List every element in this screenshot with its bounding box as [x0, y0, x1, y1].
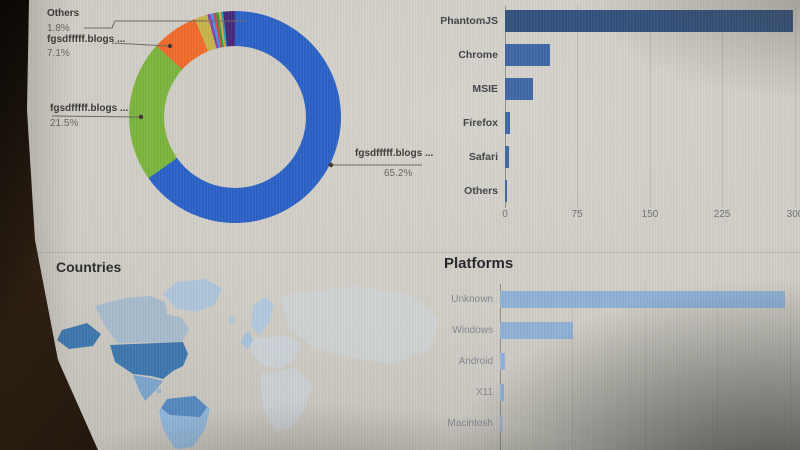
bar-others[interactable]: [505, 180, 507, 202]
map-region-mexico[interactable]: [133, 375, 163, 401]
bar-row-others: Others: [440, 174, 800, 208]
map-region-alaska[interactable]: [57, 323, 101, 349]
slice-pct-referrer-7: 7.1%: [47, 48, 70, 59]
slice-label-referrer-7: fgsdfffff.blogs ...: [47, 34, 126, 45]
slice-pct-others: 1.8%: [47, 23, 70, 34]
slice-pct-referrer-21: 21.5%: [50, 118, 79, 129]
bar-row-macintosh: Macintosh: [440, 408, 800, 439]
bar-label-x11: X11: [475, 387, 493, 398]
x-tick-300: 300: [786, 209, 800, 220]
gridline-300: [795, 6, 796, 208]
gridline-225: [722, 6, 723, 208]
map-region-greenland[interactable]: [163, 279, 222, 312]
bar-row-safari: Safari: [440, 140, 800, 174]
bar-unknown[interactable]: [500, 291, 786, 308]
browsers-bar-chart: PhantomJS Chrome MSIE Firefox Safari Oth…: [440, 4, 800, 226]
x-tick-0: 0: [502, 209, 508, 220]
map-region-europe[interactable]: [250, 335, 301, 369]
bar-chrome[interactable]: [505, 44, 551, 66]
slice-label-others: Others: [47, 8, 80, 19]
bar-label-macintosh: Macintosh: [447, 418, 493, 429]
x-tick-150: 150: [641, 209, 659, 220]
bar-row-firefox: Firefox: [440, 106, 800, 140]
bar-macintosh[interactable]: [500, 415, 502, 432]
bar-phantomjs[interactable]: [505, 10, 794, 32]
bar-label-safari: Safari: [468, 151, 498, 163]
bar-label-chrome: Chrome: [458, 49, 498, 61]
section-divider: [28, 252, 800, 253]
gridline-75: [577, 6, 578, 208]
map-region-us[interactable]: [110, 342, 188, 379]
map-region-caribbean[interactable]: [156, 388, 162, 394]
bar-row-android: Android: [440, 346, 800, 377]
slice-label-referrer-65: fgsdfffff.blogs ...: [355, 148, 434, 159]
bar-firefox[interactable]: [505, 112, 510, 134]
bar-safari[interactable]: [505, 146, 509, 168]
countries-heading: Countries: [56, 259, 122, 275]
countries-world-map[interactable]: [55, 278, 445, 450]
bar-label-windows: Windows: [452, 325, 493, 336]
map-region-scandinavia[interactable]: [251, 297, 274, 335]
bar-label-firefox: Firefox: [462, 117, 498, 129]
gridline-150: [650, 6, 651, 208]
x-tick-225: 225: [713, 209, 731, 220]
map-region-iceland[interactable]: [229, 317, 235, 323]
bar-row-chrome: Chrome: [440, 38, 800, 72]
bar-label-unknown: Unknown: [451, 294, 493, 305]
platforms-heading: Platforms: [444, 255, 514, 272]
slice-label-referrer-21: fgsdfffff.blogs ...: [50, 103, 129, 114]
x-tick-75: 75: [571, 209, 583, 220]
bar-label-others: Others: [464, 185, 498, 197]
bar-msie[interactable]: [505, 78, 534, 100]
bar-label-msie: MSIE: [472, 83, 498, 95]
map-region-asia[interactable]: [280, 286, 439, 364]
bar-android[interactable]: [500, 353, 505, 370]
bar-label-phantomjs: PhantomJS: [440, 15, 498, 27]
bar-row-msie: MSIE: [440, 72, 800, 106]
bar-row-x11: X11: [440, 377, 800, 408]
bar-row-phantomjs: PhantomJS: [440, 4, 800, 38]
bar-windows[interactable]: [500, 322, 573, 339]
bar-label-android: Android: [458, 356, 493, 367]
bar-row-windows: Windows: [440, 315, 800, 346]
slice-pct-referrer-65: 65.2%: [384, 168, 413, 179]
bar-x11[interactable]: [500, 384, 504, 401]
map-region-africa[interactable]: [260, 368, 313, 431]
browsers-y-axis: [505, 6, 506, 208]
bar-row-unknown: Unknown: [440, 284, 800, 315]
platforms-bar-chart: Unknown Windows Android X11 Macintosh: [440, 284, 800, 450]
